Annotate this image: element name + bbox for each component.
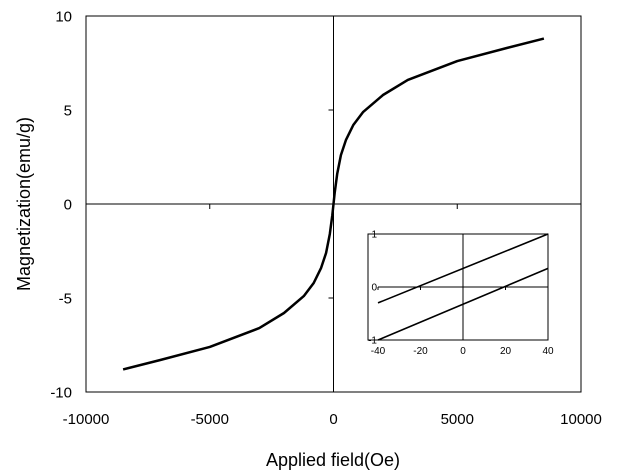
main-x-tick-label: 0 [329,411,337,428]
main-x-tick-label: 10000 [560,411,602,428]
main-series-line-1 [122,37,545,371]
inset-y-tick-label: 0 [371,283,377,294]
main-x-tick-label: -5000 [191,411,229,428]
inset-x-tick-label: 0 [460,346,466,357]
main-y-tick-label: 5 [64,102,72,119]
main-y-tick-label: 0 [64,196,72,213]
y-axis-title: Magnetization(emu/g) [14,117,34,291]
inset-series-line-2 [377,267,549,341]
inset-x-tick-label: 20 [500,346,512,357]
inset-y-tick-label: -1 [368,336,377,347]
inset-series-line-1 [377,233,549,304]
main-y-tick-label: 10 [55,8,72,25]
inset-x-tick-label: -20 [413,346,428,357]
x-axis-title: Applied field(Oe) [266,450,400,470]
inset-x-tick-label: 40 [542,346,554,357]
main-x-tick-label: -10000 [63,411,110,428]
inset-x-tick-label: -40 [371,346,386,357]
inset-y-tick-label: 1 [371,230,377,241]
inset-plot-layer: -40 -20 0 20 40 -1 0 1 [368,230,554,358]
main-x-tick-label: 5000 [441,411,474,428]
main-y-tick-label: -5 [59,290,72,307]
main-y-tick-label: -10 [50,384,72,401]
